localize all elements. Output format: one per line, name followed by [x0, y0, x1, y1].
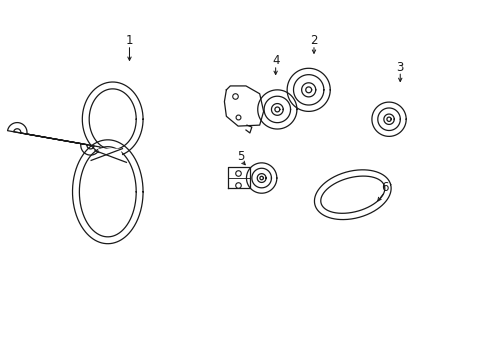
- Text: 3: 3: [396, 60, 403, 73]
- Text: 6: 6: [380, 181, 388, 194]
- Text: 2: 2: [309, 34, 317, 47]
- Text: 1: 1: [125, 34, 133, 47]
- Text: 5: 5: [237, 149, 244, 162]
- Text: 4: 4: [271, 54, 279, 67]
- Polygon shape: [98, 149, 124, 164]
